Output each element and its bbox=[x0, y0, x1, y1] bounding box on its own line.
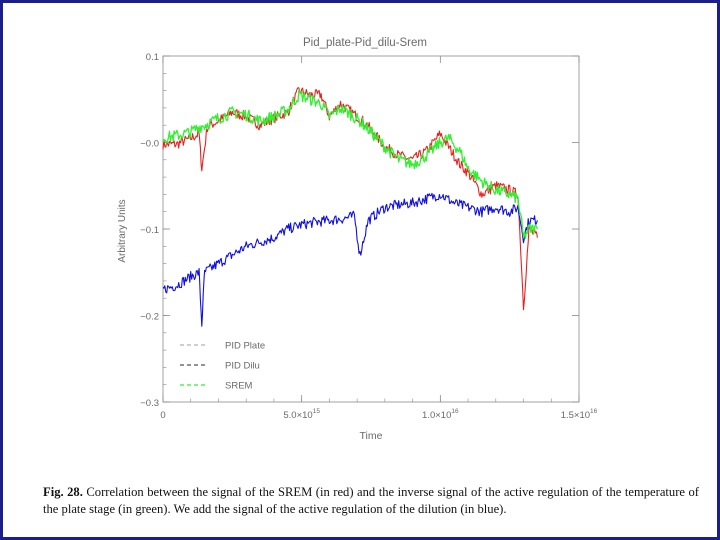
y-tick-label: −0.2 bbox=[140, 312, 159, 323]
y-axis-label: Arbitrary Units bbox=[117, 199, 128, 262]
x-axis: 0 5.0×1015 1.0×1016 1.5×1016 bbox=[160, 56, 598, 421]
x-axis-label: Time bbox=[360, 430, 383, 442]
y-axis: 0.1 −0.0 −0.1 −0.2 −0.3 bbox=[140, 52, 579, 409]
x-tick-label: 0 bbox=[160, 410, 165, 421]
x-tick-label: 1.0×1016 bbox=[422, 408, 459, 421]
y-tick-label: −0.1 bbox=[140, 225, 159, 236]
figure-caption: Fig. 28. Correlation between the signal … bbox=[43, 484, 699, 518]
legend-label: SREM bbox=[225, 381, 253, 392]
series-line-pid-dilu bbox=[162, 192, 538, 327]
y-tick-label: −0.3 bbox=[140, 398, 159, 409]
series-line-srem bbox=[162, 89, 538, 240]
series-line-pid-plate bbox=[162, 87, 538, 311]
caption-label: Fig. 28. bbox=[43, 485, 83, 499]
legend: PID Plate PID Dilu SREM bbox=[180, 341, 265, 392]
x-tick-label: 5.0×1015 bbox=[283, 408, 320, 421]
chart-title: Pid_plate-Pid_dilu-Srem bbox=[303, 37, 427, 49]
y-tick-label: 0.1 bbox=[146, 52, 159, 63]
legend-label: PID Plate bbox=[225, 341, 265, 352]
chart: Pid_plate-Pid_dilu-Srem 0.1 −0.0 −0.1 −0.2 −… bbox=[117, 37, 598, 442]
caption-text: Correlation between the signal of the SR… bbox=[43, 485, 699, 516]
legend-label: PID Dilu bbox=[225, 361, 260, 372]
series-layer bbox=[162, 87, 538, 327]
y-tick-label: −0.0 bbox=[140, 139, 159, 150]
x-tick-label: 1.5×1016 bbox=[561, 408, 598, 421]
